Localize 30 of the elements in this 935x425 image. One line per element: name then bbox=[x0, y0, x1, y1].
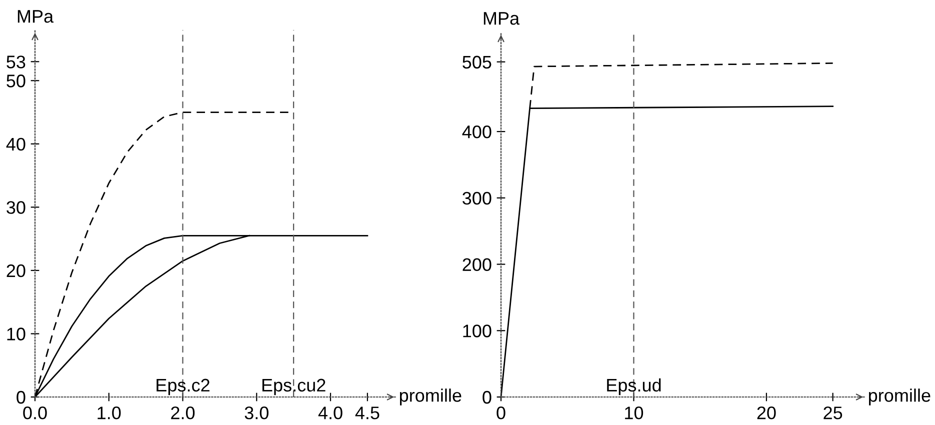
x-tick-label: 4.5 bbox=[355, 406, 380, 420]
ref-line-label: Eps.cu2 bbox=[262, 378, 326, 396]
x-tick-label: 0 bbox=[496, 406, 506, 420]
y-tick-label: 0 bbox=[16, 390, 26, 404]
y-tick-label: 30 bbox=[6, 201, 26, 214]
y-axis-title: MPa bbox=[484, 12, 520, 25]
x-tick-label: 25 bbox=[824, 406, 842, 420]
y-tick-label: 10 bbox=[7, 328, 26, 340]
x-tick-label: 3.0 bbox=[244, 406, 268, 420]
x-tick-label: 1.0 bbox=[98, 406, 121, 420]
y-tick-label: 300 bbox=[462, 192, 492, 205]
y-tick-label: 505 bbox=[462, 56, 492, 69]
y-tick-label: 200 bbox=[462, 258, 492, 271]
y-tick-label: 400 bbox=[462, 125, 492, 138]
y-tick-label: 53 bbox=[6, 56, 26, 68]
y-axis-title: MPa bbox=[18, 10, 54, 23]
ref-line-label: Eps.ud bbox=[607, 378, 661, 396]
y-tick-label: 0 bbox=[482, 390, 492, 404]
x-axis-title: promille bbox=[868, 388, 930, 406]
x-tick-label: 10 bbox=[625, 406, 644, 420]
y-tick-label: 50 bbox=[6, 74, 26, 88]
x-tick-label: 0.0 bbox=[23, 406, 47, 420]
x-tick-label: 20 bbox=[757, 406, 776, 420]
x-axis-title: promille bbox=[400, 388, 462, 406]
x-tick-label: 2.0 bbox=[171, 406, 195, 420]
y-tick-label: 20 bbox=[6, 264, 26, 278]
ref-line-label: Eps.c2 bbox=[156, 378, 210, 396]
y-tick-label: 40 bbox=[6, 138, 26, 151]
y-tick-label: 100 bbox=[463, 324, 492, 338]
x-tick-label: 4.0 bbox=[318, 406, 342, 420]
